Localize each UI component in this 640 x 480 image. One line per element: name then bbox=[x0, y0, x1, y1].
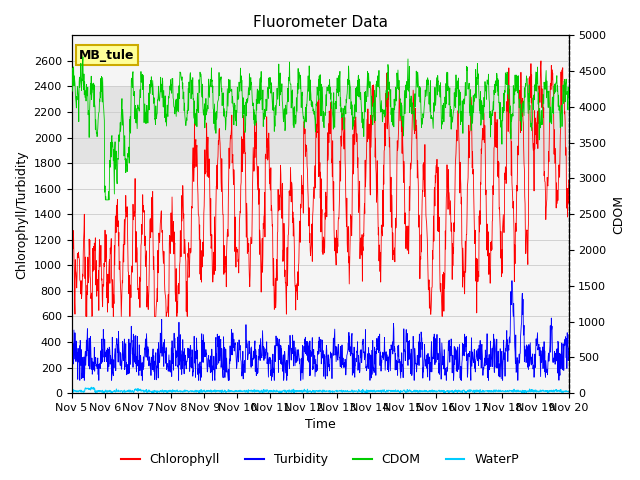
Text: MB_tule: MB_tule bbox=[79, 48, 134, 61]
Legend: Chlorophyll, Turbidity, CDOM, WaterP: Chlorophyll, Turbidity, CDOM, WaterP bbox=[116, 448, 524, 471]
X-axis label: Time: Time bbox=[305, 419, 335, 432]
Bar bbox=[72, 86, 568, 163]
Y-axis label: Chlorophyll/Turbidity: Chlorophyll/Turbidity bbox=[15, 150, 28, 278]
Title: Fluorometer Data: Fluorometer Data bbox=[253, 15, 388, 30]
Y-axis label: CDOM: CDOM bbox=[612, 195, 625, 234]
